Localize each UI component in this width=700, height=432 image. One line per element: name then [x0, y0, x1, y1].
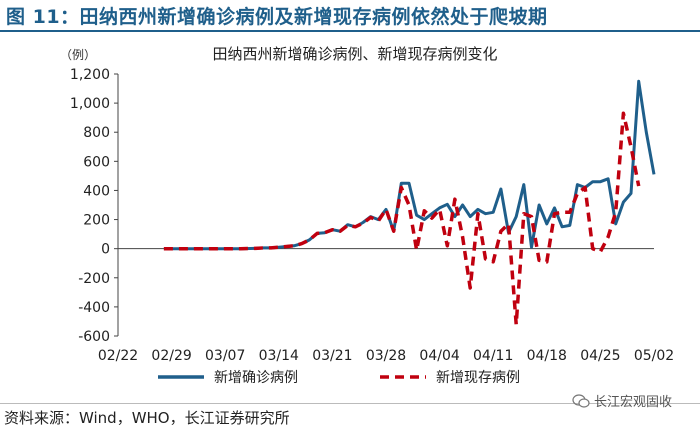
y-tick-label: 400: [83, 183, 110, 199]
wechat-icon: [572, 393, 590, 408]
line-chart: 田纳西州新增确诊病例、新增现存病例变化 （例） -600 -400 -200 0 200…: [60, 45, 674, 386]
watermark: 长江宏观固收: [572, 391, 672, 410]
legend-label-2: 新增现存病例: [436, 370, 520, 386]
x-tick-label: 04/04: [419, 348, 459, 364]
y-tick-label: 200: [83, 213, 110, 229]
y-tick-label: -600: [78, 329, 110, 345]
x-tick-label: 04/18: [527, 348, 567, 364]
y-tick-label: -200: [78, 271, 110, 287]
legend-label-1: 新增确诊病例: [214, 370, 298, 386]
y-tick-label: 800: [83, 125, 110, 141]
source-rule: [0, 403, 700, 404]
x-tick-label: 03/28: [366, 348, 406, 364]
legend: 新增确诊病例 新增现存病例: [158, 370, 520, 386]
figure-title: 图 11：田纳西州新增确诊病例及新增现存病例依然处于爬坡期: [6, 6, 548, 28]
y-tick-label: 1,000: [70, 96, 110, 112]
axes: -600 -400 -200 0 200 400 600 800 1,000 1,200 02/22…: [70, 67, 674, 364]
x-tick-label: 02/22: [98, 348, 138, 364]
title-rule: [0, 30, 700, 32]
x-tick-label: 03/07: [205, 348, 245, 364]
x-tick-label: 04/25: [580, 348, 620, 364]
y-tick-label: 600: [83, 154, 110, 170]
x-tick-label: 04/11: [473, 348, 513, 364]
y-tick-label: -400: [78, 300, 110, 316]
y-unit-label: （例）: [60, 48, 96, 62]
x-tick-label: 03/21: [312, 348, 352, 364]
series-line-1: [163, 79, 656, 251]
y-tick-label: 1,200: [70, 67, 110, 83]
chart-title: 田纳西州新增确诊病例、新增现存病例变化: [212, 45, 497, 63]
series-lines: [163, 79, 656, 327]
watermark-text: 长江宏观固收: [593, 395, 672, 410]
source-note: 资料来源：Wind，WHO，长江证券研究所: [4, 409, 290, 427]
y-tick-label: 0: [101, 242, 110, 258]
x-tick-label: 05/02: [634, 348, 674, 364]
x-tick-label: 02/29: [151, 348, 191, 364]
x-tick-label: 03/14: [259, 348, 299, 364]
series-line-2: [163, 111, 641, 327]
